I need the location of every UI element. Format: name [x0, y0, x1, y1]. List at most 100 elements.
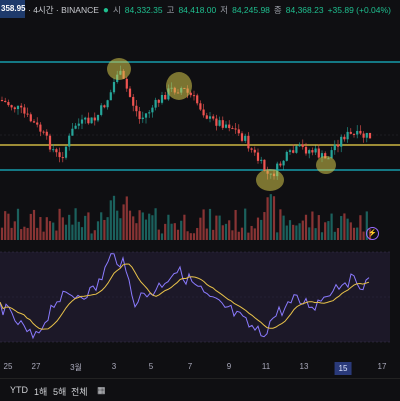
candle-body: [93, 117, 96, 121]
volume-bar: [288, 220, 292, 240]
candle-body: [128, 88, 132, 97]
time-axis-label: 17: [377, 362, 387, 371]
volume-bar: [141, 212, 144, 240]
candle-body: [20, 105, 23, 108]
candle-body: [109, 92, 112, 101]
candle-body: [157, 99, 160, 103]
volume-bar: [221, 225, 224, 240]
candle-body: [212, 116, 215, 119]
volume-bar: [247, 232, 250, 240]
volume-bar: [263, 212, 266, 240]
volume-bar: [304, 214, 308, 240]
change-value: +35.89 (+0.04%): [327, 5, 391, 15]
candle-body: [199, 103, 202, 110]
volume-bar: [250, 225, 253, 240]
volume-bar: [352, 227, 356, 240]
range-1y-button[interactable]: 1해: [34, 387, 48, 397]
volume-bar: [132, 216, 135, 240]
volume-bar: [183, 214, 186, 240]
open-value: 84,332.35: [124, 5, 163, 15]
volume-bar: [45, 217, 48, 240]
candle-body: [32, 121, 36, 123]
volume-bar: [362, 231, 365, 240]
volume-bar: [266, 197, 269, 240]
volume-bar: [199, 217, 202, 240]
volume-bar: [215, 215, 218, 240]
volume-bar: [202, 209, 205, 240]
interval-exchange[interactable]: · 4시간 · BINANCE: [28, 5, 99, 15]
candle-body: [16, 105, 20, 110]
range-all-button[interactable]: 전체: [71, 387, 88, 397]
candle-body: [276, 163, 279, 177]
volume-bar: [93, 230, 96, 240]
volume-bar: [176, 229, 180, 240]
time-axis-label: 25: [3, 362, 13, 371]
volume-bar: [135, 223, 138, 240]
volume-bar: [80, 227, 84, 240]
volume-bar: [308, 227, 311, 240]
volume-bar: [180, 220, 183, 240]
candle-body: [55, 149, 58, 153]
volume-bar: [186, 231, 189, 240]
volume-bar: [32, 209, 36, 240]
candle-body: [324, 153, 327, 159]
calendar-icon[interactable]: ▦: [97, 385, 106, 395]
volume-bar: [74, 208, 77, 240]
volume-bar: [64, 224, 68, 240]
candle-body: [260, 159, 263, 161]
volume-bar: [349, 222, 352, 240]
volume-bar: [212, 229, 215, 240]
candle-body: [87, 117, 90, 124]
candle-body: [141, 117, 144, 120]
volume-bar: [39, 217, 42, 240]
candle-body: [218, 120, 221, 126]
volume-bar: [144, 219, 148, 240]
volume-bar: [58, 208, 61, 240]
volume-bar: [279, 209, 282, 240]
market-open-dot-icon: ●: [102, 4, 109, 16]
candle-body: [192, 95, 196, 97]
volume-bar: [10, 227, 13, 240]
volume-bar: [285, 225, 288, 240]
volume-bar: [333, 231, 336, 240]
volume-bar: [365, 211, 368, 240]
volume-bar: [192, 233, 196, 240]
candle-body: [336, 144, 340, 147]
volume-bar: [196, 227, 199, 240]
range-ytd-button[interactable]: YTD: [10, 385, 28, 395]
volume-bar: [87, 212, 90, 240]
chart-canvas[interactable]: [0, 0, 400, 356]
volume-bar: [244, 208, 247, 240]
volume-bar: [237, 231, 240, 240]
volume-bar: [170, 223, 173, 240]
candle-body: [231, 128, 234, 130]
candle-body: [253, 149, 256, 153]
candle-body: [237, 129, 240, 134]
candle-body: [368, 132, 372, 139]
candle-body: [224, 124, 228, 128]
candle-body: [346, 131, 349, 140]
candle-body: [48, 135, 52, 150]
open-label: 시: [112, 5, 121, 15]
candle-body: [112, 82, 116, 93]
volume-bar: [189, 233, 192, 240]
candle-body: [164, 95, 167, 100]
candle-body: [0, 100, 4, 101]
volume-bar: [234, 209, 237, 240]
volume-bar: [151, 215, 154, 240]
volume-bar: [298, 223, 301, 240]
candle-body: [362, 133, 365, 138]
volume-bar: [55, 230, 58, 240]
candle-body: [301, 144, 304, 147]
volume-bar: [138, 210, 141, 240]
candle-body: [295, 146, 298, 153]
range-5y-button[interactable]: 5해: [53, 387, 67, 397]
volume-bar: [320, 232, 324, 240]
volume-bar: [71, 224, 74, 240]
candle-body: [138, 111, 141, 120]
candle-body: [151, 107, 154, 113]
candle-body: [103, 105, 106, 108]
candle-body: [23, 107, 26, 114]
volume-lock-icon[interactable]: ⚡: [366, 227, 379, 240]
volume-bar: [23, 226, 26, 240]
